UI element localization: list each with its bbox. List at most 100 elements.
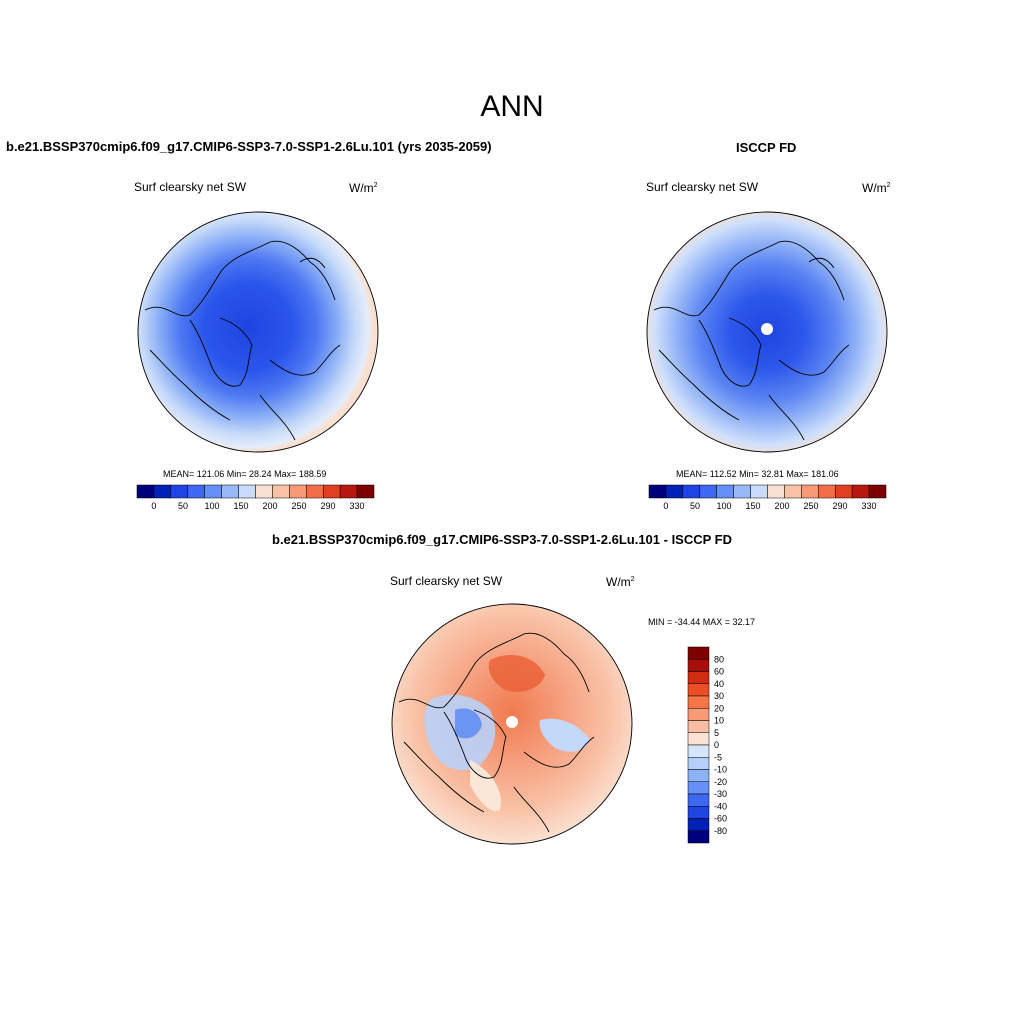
panel1-stats: MEAN= 121.06 Min= 28.24 Max= 188.59 — [163, 469, 327, 479]
panel2-colorbar-tick-label: 100 — [716, 501, 731, 511]
diff-map — [391, 603, 633, 845]
panel1-colorbar-swatch — [238, 484, 256, 499]
panel1-colorbar-swatch — [255, 484, 273, 499]
diff-colorbar-swatch — [687, 708, 710, 721]
diff-colorbar-swatch — [687, 806, 710, 819]
diff-stats: MIN = -34.44 MAX = 32.17 — [648, 617, 756, 627]
panel2-pole-hole — [761, 323, 773, 335]
panel1-colorbar-swatch — [322, 484, 341, 499]
panel1-colorbar-tick-label: 330 — [350, 501, 365, 511]
panel2-colorbar-tick-label: 290 — [833, 501, 848, 511]
diff-pole-hole — [506, 716, 518, 728]
diff-colorbar-tick-label: -5 — [714, 752, 722, 762]
panel1-variable-label: Surf clearsky net SW — [134, 180, 247, 194]
diff-colorbar-swatch — [687, 757, 710, 770]
panel1-colorbar-swatch — [272, 484, 290, 499]
panel2-colorbar-swatch — [818, 484, 836, 499]
panel1-map-disk — [138, 212, 378, 452]
diff-colorbar-swatch — [687, 683, 710, 697]
diff-colorbar: 80 60 40 30 20 10 5 0 -5 -10 -20 -30 -40 -60 -80 — [687, 646, 727, 844]
panel1-colorbar-tick-label: 100 — [204, 501, 219, 511]
panel1-colorbar-tick-label: 150 — [233, 501, 248, 511]
panel2-colorbar-tick-label: 330 — [862, 501, 877, 511]
diff-colorbar-swatch — [687, 732, 710, 746]
diff-colorbar-tick-label: 60 — [714, 667, 724, 677]
panel2-colorbar-swatch — [716, 484, 734, 499]
diff-anomaly-patches — [424, 655, 590, 811]
panel2-coastlines — [653, 240, 850, 441]
diff-colorbar-swatch — [687, 744, 710, 758]
panel2-colorbar-swatch — [699, 484, 717, 499]
page-title: ANN — [480, 90, 544, 123]
diff-colorbar-swatch — [687, 695, 710, 709]
diff-colorbar-swatch — [687, 793, 710, 807]
panel2-colorbar-swatch — [834, 484, 853, 499]
panel2-colorbar-swatch — [851, 484, 870, 499]
diff-colorbar-tick-label: 20 — [714, 703, 724, 713]
diff-colorbar-swatch — [687, 818, 710, 831]
diff-colorbar-tick-label: 80 — [714, 654, 724, 664]
panel1-colorbar-swatch — [356, 484, 375, 499]
panel2-colorbar-tick-label: 250 — [804, 501, 819, 511]
diff-colorbar-tick-label: -10 — [714, 765, 727, 775]
diff-colorbar-tick-label: 5 — [714, 728, 719, 738]
panel1-coastlines — [144, 240, 341, 441]
diff-colorbar-tick-label: 40 — [714, 679, 724, 689]
diff-colorbar-swatch — [687, 781, 710, 795]
panel2-colorbar-tick-label: 200 — [774, 501, 789, 511]
diff-colorbar-swatch — [687, 769, 710, 782]
panel2-colorbar-swatch — [682, 484, 701, 499]
panel2-colorbar-tick-label: 0 — [663, 501, 668, 511]
panel1-colorbar-tick-label: 290 — [321, 501, 336, 511]
diff-colorbar-tick-label: 30 — [714, 691, 724, 701]
diff-variable-label: Surf clearsky net SW — [390, 574, 503, 588]
panel1-colorbar-swatch — [306, 484, 324, 499]
panel2-variable-label: Surf clearsky net SW — [646, 180, 759, 194]
diff-colorbar-swatch — [687, 830, 710, 844]
panel1-colorbar-swatch — [339, 484, 358, 499]
panel2-colorbar-tick-label: 150 — [745, 501, 760, 511]
panel2-map — [646, 211, 888, 453]
panel2-colorbar: 0 50 100 150 200 250 290 330 — [648, 484, 887, 511]
diff-colorbar-tick-label: -40 — [714, 801, 727, 811]
panel2-stats: MEAN= 112.52 Min= 32.81 Max= 181.06 — [676, 469, 839, 479]
panel1-colorbar-swatch — [204, 484, 222, 499]
diff-colorbar-tick-label: 0 — [714, 740, 719, 750]
diff-colorbar-tick-label: -30 — [714, 789, 727, 799]
diff-colorbar-swatch — [687, 671, 710, 684]
panel1-colorbar-swatch — [170, 484, 189, 499]
panel1-colorbar-swatch — [187, 484, 205, 499]
panel1-colorbar-tick-label: 0 — [151, 501, 156, 511]
panel1-colorbar: 0 50 100 150 200 250 290 330 — [136, 484, 375, 511]
panel2-units: W/m2 — [862, 181, 891, 195]
panel2-title: ISCCP FD — [736, 140, 797, 155]
panel2-colorbar-swatch — [648, 484, 667, 499]
diff-colorbar-tick-label: -80 — [714, 826, 727, 836]
panel2-colorbar-swatch — [750, 484, 768, 499]
diff-colorbar-swatch — [687, 720, 710, 733]
diff-colorbar-swatch — [687, 659, 710, 672]
diff-colorbar-tick-label: -60 — [714, 814, 727, 824]
diff-coastlines — [398, 632, 595, 833]
diff-units: W/m2 — [606, 575, 635, 589]
panel1-colorbar-swatch — [289, 484, 307, 499]
panel2-colorbar-swatch — [801, 484, 819, 499]
diff-colorbar-swatch — [687, 646, 710, 660]
panel1-colorbar-tick-label: 50 — [178, 501, 188, 511]
panel1-colorbar-swatch — [136, 484, 155, 499]
panel1-units: W/m2 — [349, 181, 378, 195]
diff-panel-title: b.e21.BSSP370cmip6.f09_g17.CMIP6-SSP3-7.… — [272, 532, 733, 547]
panel2-colorbar-swatch — [665, 484, 684, 499]
panel2-colorbar-swatch — [868, 484, 887, 499]
panel2-colorbar-swatch — [733, 484, 751, 499]
panel1-map — [137, 211, 379, 453]
panel1-colorbar-tick-label: 250 — [292, 501, 307, 511]
panel2-colorbar-swatch — [784, 484, 802, 499]
panel1-colorbar-swatch — [221, 484, 239, 499]
diff-colorbar-tick-label: -20 — [714, 777, 727, 787]
panel1-title: b.e21.BSSP370cmip6.f09_g17.CMIP6-SSP3-7.… — [6, 139, 492, 154]
panel2-colorbar-swatch — [767, 484, 785, 499]
panel1-colorbar-tick-label: 200 — [262, 501, 277, 511]
panel1-colorbar-swatch — [153, 484, 172, 499]
